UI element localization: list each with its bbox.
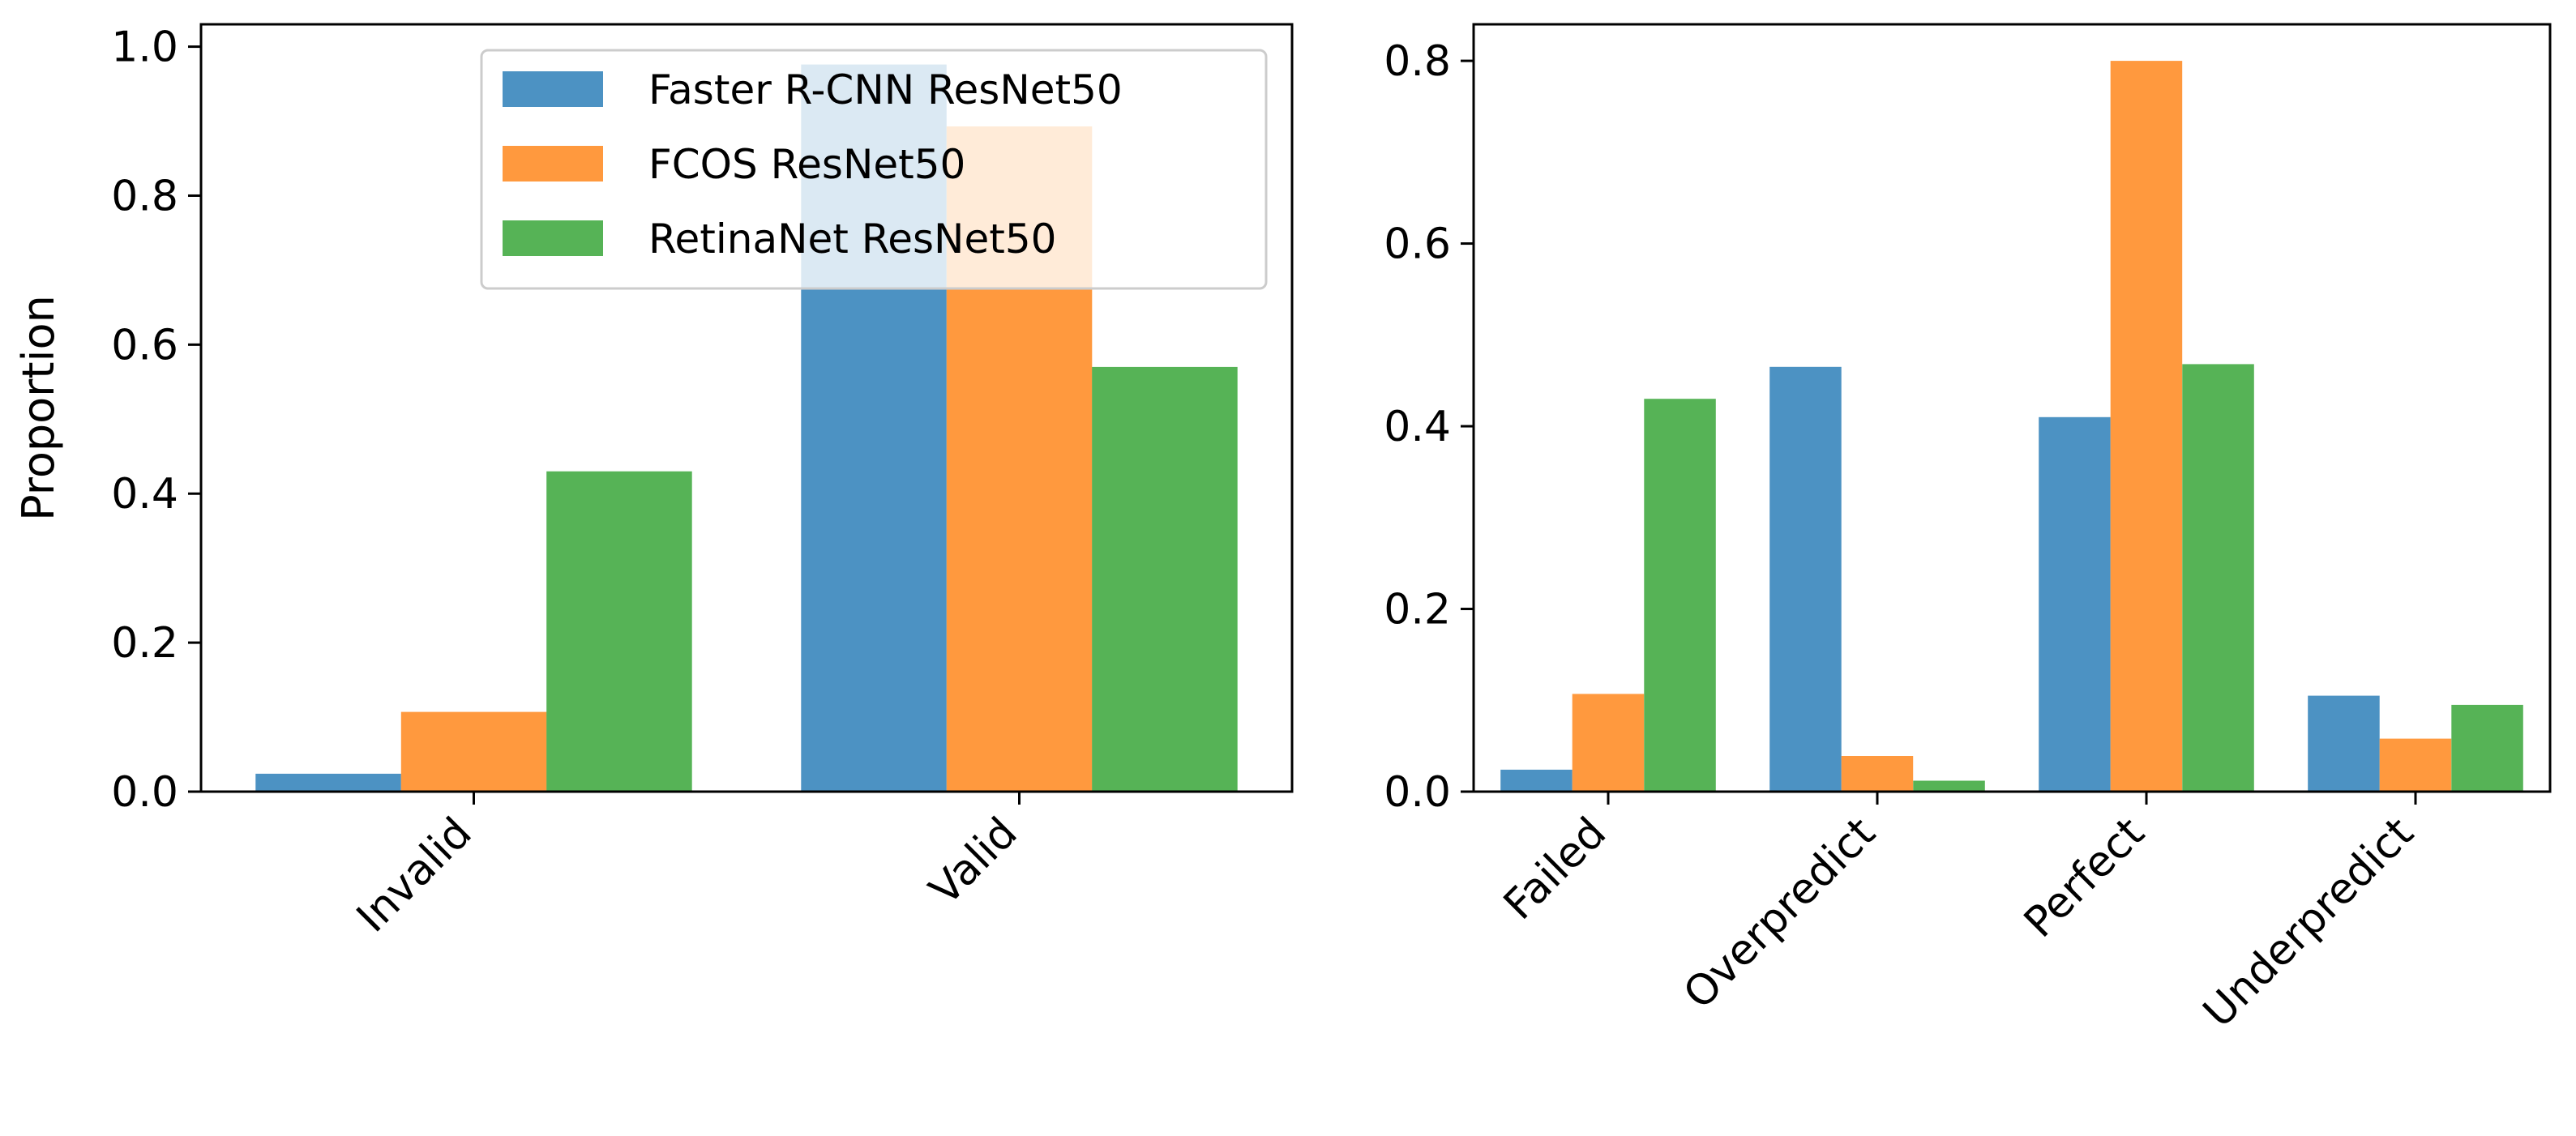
right-chart: 0.0 0.2 0.4 0.6 0.8 Failed Overpredict Perfect U… xyxy=(1384,23,2552,1037)
right-bar-failed-series-1 xyxy=(1572,694,1645,792)
right-xtick-label-perfect: Perfect xyxy=(2015,809,2154,947)
right-bar-perfect-series-0 xyxy=(2039,416,2111,792)
legend-swatch-0 xyxy=(503,71,603,107)
left-xtick-label-invalid: Invalid xyxy=(348,809,481,942)
left-ylabel: Proportion xyxy=(13,295,64,521)
legend-box xyxy=(480,49,1268,290)
right-ytick-label: 0.0 xyxy=(1384,768,1451,817)
right-bar-underpredict-series-2 xyxy=(2451,704,2523,792)
left-bar-invalid-series-0 xyxy=(255,773,401,792)
legend-label-2: RetinaNet ResNet50 xyxy=(648,216,1056,263)
right-ytick-label: 0.2 xyxy=(1384,586,1451,634)
legend-label-0: Faster R-CNN ResNet50 xyxy=(648,66,1123,113)
left-bar-invalid-series-2 xyxy=(546,471,692,792)
left-ytick-label: 0.4 xyxy=(111,470,178,519)
right-ytick-label: 0.8 xyxy=(1384,37,1451,86)
legend-swatch-2 xyxy=(503,220,603,256)
left-chart: 0.0 0.2 0.4 0.6 0.8 1.0 Invalid Valid Proportion… xyxy=(13,23,1294,942)
right-bar-overpredict-series-1 xyxy=(1841,756,1914,792)
legend-swatch-1 xyxy=(503,146,603,182)
right-bar-perfect-series-1 xyxy=(2110,61,2183,792)
right-axes-frame xyxy=(1472,23,2552,793)
right-bar-underpredict-series-1 xyxy=(2379,738,2452,792)
left-ytick-label: 0.2 xyxy=(111,619,178,668)
legend-label-1: FCOS ResNet50 xyxy=(648,141,965,188)
left-ytick-label: 0.8 xyxy=(111,172,178,220)
left-axes-frame xyxy=(199,23,1294,793)
right-xtick-label-underpredict: Underpredict xyxy=(2194,809,2423,1037)
right-xtick-label-overpredict: Overpredict xyxy=(1675,809,1885,1019)
right-bar-underpredict-series-0 xyxy=(2308,695,2380,792)
right-bar-overpredict-series-0 xyxy=(1769,366,1842,792)
right-bar-overpredict-series-2 xyxy=(1913,780,1985,792)
right-ytick-label: 0.6 xyxy=(1384,220,1451,269)
left-xtick-label-valid: Valid xyxy=(921,809,1027,915)
left-ytick-label: 0.6 xyxy=(111,321,178,369)
legend: Faster R-CNN ResNet50 FCOS ResNet50 Retina… xyxy=(480,49,1268,290)
right-ytick-label: 0.4 xyxy=(1384,403,1451,451)
left-bar-valid-series-2 xyxy=(1092,366,1238,792)
right-bar-perfect-series-2 xyxy=(2182,364,2254,792)
left-ytick-label: 0.0 xyxy=(111,768,178,817)
left-ytick-label: 1.0 xyxy=(111,23,178,72)
right-bar-failed-series-2 xyxy=(1644,399,1716,792)
right-xtick-label-failed: Failed xyxy=(1495,809,1615,929)
left-bar-invalid-series-1 xyxy=(400,711,547,792)
right-bar-failed-series-0 xyxy=(1500,769,1573,792)
